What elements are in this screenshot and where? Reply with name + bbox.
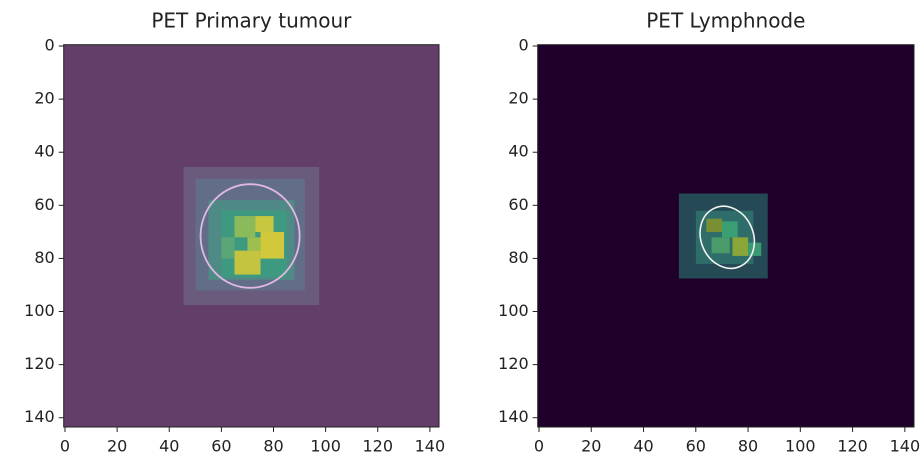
x-tick-label: 120 bbox=[362, 437, 393, 456]
y-tick-label: 140 bbox=[498, 407, 529, 426]
y-tick-label: 20 bbox=[508, 89, 528, 108]
y-tick-label: 120 bbox=[498, 354, 529, 373]
x-tick-label: 60 bbox=[686, 437, 706, 456]
y-tick-label: 120 bbox=[24, 354, 55, 373]
x-tick-label: 20 bbox=[581, 437, 601, 456]
y-tick-label: 40 bbox=[508, 142, 528, 161]
x-tick-label: 140 bbox=[890, 437, 920, 456]
y-tick-label: 0 bbox=[519, 36, 529, 55]
y-tick-label: 60 bbox=[508, 195, 528, 214]
y-tick-label: 140 bbox=[24, 407, 55, 426]
x-tick-label: 80 bbox=[738, 437, 758, 456]
chart-title: PET Lymphnode bbox=[646, 9, 805, 33]
y-tick-label: 40 bbox=[34, 142, 54, 161]
y-tick-label: 20 bbox=[34, 89, 54, 108]
y-tick-label: 0 bbox=[45, 36, 55, 55]
x-tick-label: 40 bbox=[633, 437, 653, 456]
x-tick-label: 60 bbox=[211, 437, 231, 456]
x-tick-label: 100 bbox=[310, 437, 341, 456]
x-tick-label: 140 bbox=[415, 437, 446, 456]
chart-title: PET Primary tumour bbox=[151, 9, 352, 33]
y-tick-label: 80 bbox=[34, 248, 54, 267]
x-tick-label: 100 bbox=[785, 437, 816, 456]
y-tick-label: 60 bbox=[34, 195, 54, 214]
x-tick-label: 80 bbox=[263, 437, 283, 456]
x-tick-label: 20 bbox=[107, 437, 127, 456]
image-lymphnode bbox=[538, 45, 914, 428]
y-tick-label: 100 bbox=[498, 301, 529, 320]
y-tick-label: 100 bbox=[24, 301, 55, 320]
x-tick-label: 0 bbox=[534, 437, 544, 456]
x-tick-label: 40 bbox=[159, 437, 179, 456]
figure: PET Primary tumour 0 20 40 60 80 100 120 140 0 20 4… bbox=[0, 0, 920, 461]
x-tick-label: 0 bbox=[60, 437, 70, 456]
y-tick-label: 80 bbox=[508, 248, 528, 267]
x-tick-label: 120 bbox=[837, 437, 868, 456]
image-primary bbox=[64, 45, 439, 428]
